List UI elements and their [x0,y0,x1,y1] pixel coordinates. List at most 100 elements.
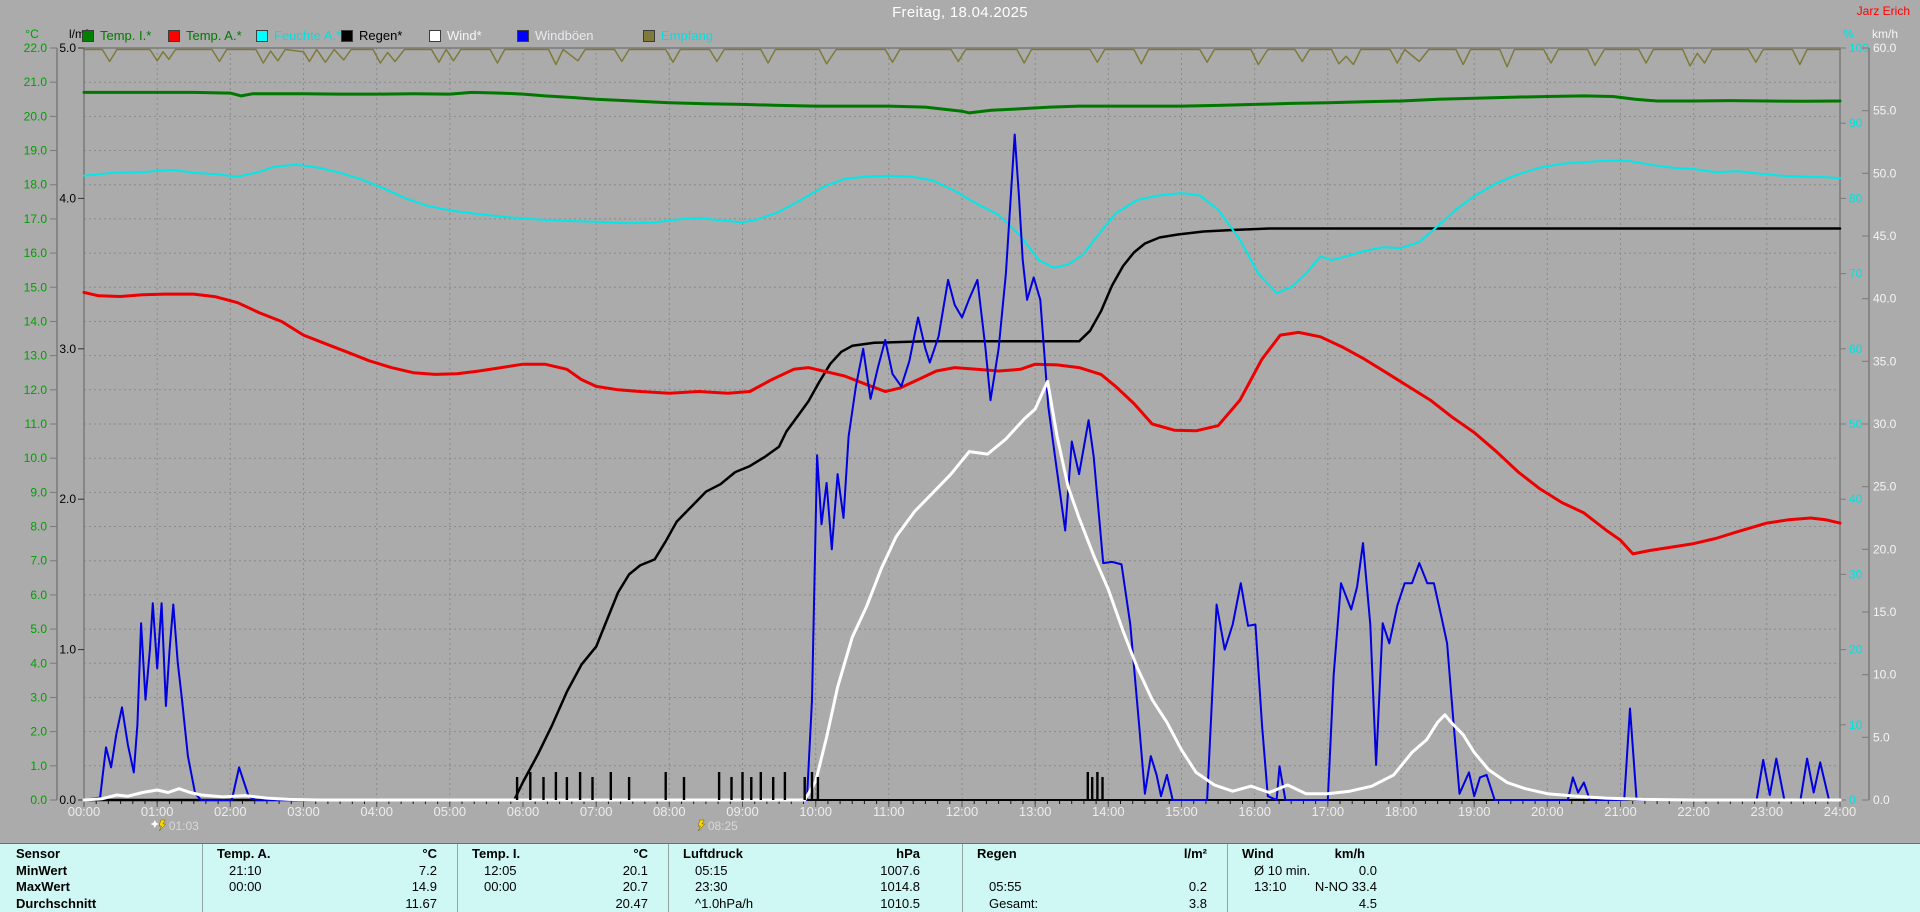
avg10-value: 0.0 [1358,862,1377,878]
legend-item-temp-i: Temp. I.* [82,28,151,43]
svg-text:6.0: 6.0 [30,588,47,602]
svg-text:2.0: 2.0 [59,492,76,506]
x-tick-label: 03:00 [287,804,320,819]
max-value: N-NO 33.4 [1314,879,1377,894]
rain-event-ticks [515,772,1104,800]
avg-value: 11.67 [405,895,437,911]
x-tick-label: 02:00 [214,804,247,819]
x-tick-label: 01:00 [141,804,174,819]
svg-text:9.0: 9.0 [30,485,47,499]
event-icon [697,819,706,832]
y-axis-unit-temp: °C [25,27,39,41]
x-tick-label: 10:00 [799,804,832,819]
svg-text:40.0: 40.0 [1873,292,1897,306]
y-axis-temp-ticks: 0.0 1.0 2.0 3.0 4.0 5.0 6.0 7.0 8.0 9.0 10.0 11.0 12… [24,41,57,807]
legend-swatch-windboeen [517,29,529,42]
y-axis-rain-ticks: 0.0 1.0 2.0 3.0 4.0 5.0 [59,41,84,807]
svg-text:4.0: 4.0 [59,191,76,205]
legend-item-empfang: Empfang [643,28,713,43]
svg-text:14.0: 14.0 [24,314,48,328]
x-tick-label: 20:00 [1531,804,1564,819]
avg-value: 4.5 [1358,895,1377,911]
table-column-wind: Wind km/h Ø 10 min. 0.0 13:10 N-NO 33.4 4.5 [1227,844,1920,912]
series-temp-a [82,290,1842,556]
svg-text:2.0: 2.0 [30,725,47,739]
svg-text:50: 50 [1849,417,1863,431]
svg-text:50.0: 50.0 [1873,166,1897,180]
column-header: Temp. I. [472,846,521,861]
x-axis-labels: 00:00 01:00 02:00 03:00 04:00 05:00 06:00 07:00… [68,804,1857,819]
total-value: 3.8 [1188,895,1207,911]
svg-text:60.0: 60.0 [1873,41,1897,55]
svg-text:0.0: 0.0 [59,793,76,807]
svg-text:55.0: 55.0 [1873,104,1897,118]
station-name: Jarz Erich [1856,4,1910,18]
svg-text:15.0: 15.0 [1873,605,1897,619]
y-axis-unit-wind: km/h [1872,27,1899,41]
svg-text:11.0: 11.0 [25,417,48,431]
x-tick-label: 05:00 [434,804,467,819]
svg-text:0.0: 0.0 [30,793,47,807]
max-value: 1014.8 [880,879,920,894]
trend-label: ^1.0hPa/h [695,895,754,911]
svg-text:10.0: 10.0 [1873,668,1897,682]
column-unit: °C [633,846,648,861]
svg-text:7.0: 7.0 [30,554,47,568]
legend-label: Wind* [447,28,482,43]
series-empfang [83,48,1841,68]
table-column-temp-a: Temp. A. °C 21:10 7.2 00:00 14.9 11.67 [202,844,457,912]
svg-text:13.0: 13.0 [24,349,48,363]
row-label-maxwert: MaxWert [16,879,70,894]
svg-text:16.0: 16.0 [24,246,48,260]
legend-swatch-temp-i [82,29,94,42]
y-axis-humidity-ticks: 0 10 20 30 40 50 60 70 80 90 100 [1840,41,1869,807]
column-header: Sensor [16,846,61,861]
stats-table: Sensor MinWert MaxWert Durchschnitt Temp… [0,843,1920,912]
max-value: 14.9 [411,879,437,894]
legend-item-wind: Wind* [429,28,482,43]
svg-text:90: 90 [1849,116,1863,130]
x-tick-label: 15:00 [1165,804,1198,819]
svg-text:60: 60 [1849,342,1863,356]
legend-swatch-feuchte-a [256,29,268,42]
column-unit: l/m² [1183,846,1207,861]
svg-text:17.0: 17.0 [24,212,48,226]
x-tick-label: 00:00 [68,804,101,819]
x-tick-label: 23:00 [1751,804,1784,819]
svg-text:70: 70 [1849,267,1863,281]
x-tick-label: 04:00 [360,804,393,819]
max-time: 05:55 [989,879,1022,894]
max-time: 00:00 [484,879,517,894]
column-unit: hPa [896,846,920,861]
legend-item-temp-a: Temp. A.* [168,28,242,43]
svg-text:1.0: 1.0 [59,643,76,657]
min-value: 20.1 [622,862,648,878]
svg-text:20.0: 20.0 [24,109,48,123]
table-column-temp-i: Temp. I. °C 12:05 20.1 00:00 20.7 20.47 [457,844,668,912]
legend: Temp. I.* Temp. A.* Feuchte A.* Regen* Wind*… [0,28,1840,46]
svg-text:15.0: 15.0 [24,280,48,294]
row-label-durchschnitt: Durchschnitt [16,895,97,911]
x-tick-label: 08:00 [653,804,686,819]
max-value: 0.2 [1188,879,1207,894]
svg-text:18.0: 18.0 [24,178,48,192]
x-tick-label: 07:00 [580,804,613,819]
column-header: Luftdruck [683,846,743,861]
svg-text:22.0: 22.0 [24,41,48,55]
x-tick-label: 14:00 [1092,804,1125,819]
min-value: 1007.6 [880,862,920,878]
table-column-regen: Regen l/m² 05:55 0.2 Gesamt: 3.8 [962,844,1227,912]
svg-text:3.0: 3.0 [59,342,76,356]
table-column-sensor: Sensor MinWert MaxWert Durchschnitt [0,844,202,912]
event-icon [158,819,167,832]
table-column-luftdruck: Luftdruck hPa 05:15 1007.6 23:30 1014.8 ^1.… [668,844,962,912]
event-time: 01:03 [169,819,199,833]
avg10-label: Ø 10 min. [1254,862,1311,878]
legend-swatch-regen [341,29,353,42]
x-tick-label: 21:00 [1604,804,1637,819]
svg-text:30: 30 [1849,567,1863,581]
legend-label: Temp. I.* [100,28,152,43]
legend-label: Windböen [535,28,594,43]
series-temp-i [82,90,1842,115]
